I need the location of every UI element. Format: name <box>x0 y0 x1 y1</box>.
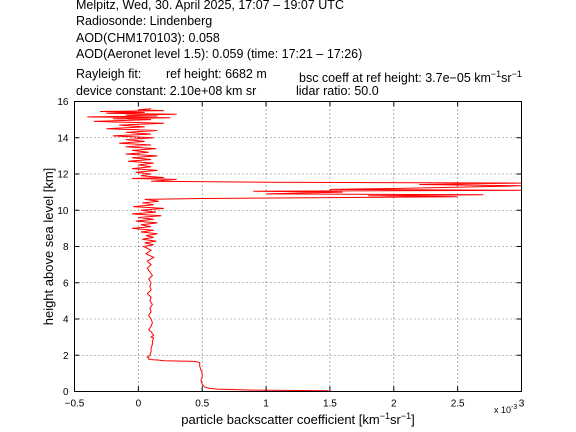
x-tick-label: 1 <box>263 399 269 410</box>
bsc-coeff-exp1: −1 <box>490 69 502 79</box>
bsc-coeff-sr: sr <box>501 71 512 86</box>
x-tick-label: −0.5 <box>65 399 85 410</box>
y-tick-label: 2 <box>63 351 69 362</box>
backscatter-profile-line <box>87 108 522 392</box>
header-lidar-ratio: lidar ratio: 50.0 <box>296 84 379 98</box>
plot-area <box>74 101 522 392</box>
y-tick-label: 8 <box>63 242 69 253</box>
x-axis-label-exp2: −1 <box>401 411 411 421</box>
header-line-radiosonde: Radiosonde: Lindenberg <box>76 14 213 28</box>
y-tick-label: 0 <box>63 387 69 398</box>
y-axis-label: height above sea level [km] <box>41 168 56 326</box>
x-axis-multiplier-base: x 10 <box>494 405 511 415</box>
x-axis-label-sr: sr <box>390 412 402 427</box>
x-tick-label: 2 <box>391 399 397 410</box>
x-tick-label: 0 <box>136 399 142 410</box>
header-line-location: Melpitz, Wed, 30. April 2025, 17:07 – 19… <box>76 0 344 12</box>
x-tick-label: 0.5 <box>195 399 209 410</box>
header-device-constant: device constant: 2.10e+08 km sr <box>76 84 257 98</box>
x-tick-label: 1.5 <box>323 399 337 410</box>
header-line-aod-aeronet: AOD(Aeronet level 1.5): 0.059 (time: 17:… <box>76 47 363 61</box>
x-axis-label-suffix: ] <box>411 412 415 427</box>
header-bsc-coeff: bsc coeff at ref height: 3.7e−05 km−1sr−… <box>299 67 522 86</box>
x-axis-ticks: −0.5 0 0.5 1 1.5 2 2.5 3 <box>65 101 525 410</box>
header-line-aod-chm: AOD(CHM170103): 0.058 <box>76 31 220 45</box>
y-tick-label: 16 <box>57 97 69 108</box>
bsc-coeff-text: bsc coeff at ref height: 3.7e−05 km <box>299 71 491 86</box>
y-tick-label: 6 <box>63 278 69 289</box>
y-axis-ticks: 0 2 4 6 8 10 12 14 16 <box>57 97 522 398</box>
x-tick-label: 3 <box>519 399 525 410</box>
y-tick-label: 14 <box>57 133 69 144</box>
y-tick-label: 10 <box>57 206 69 217</box>
bsc-coeff-exp2: −1 <box>511 69 522 79</box>
x-tick-label: 2.5 <box>451 399 465 410</box>
y-tick-label: 4 <box>63 315 69 326</box>
x-axis-label-prefix: particle backscatter coefficient [km <box>181 412 379 427</box>
x-axis-multiplier-exp: -3 <box>511 404 517 411</box>
x-axis-label: particle backscatter coefficient [km−1sr… <box>181 411 414 427</box>
header-rayleigh-label: Rayleigh fit: <box>76 67 142 81</box>
y-tick-label: 12 <box>57 170 69 181</box>
x-axis-label-exp1: −1 <box>380 411 390 421</box>
x-axis-multiplier: x 10-3 <box>494 404 517 415</box>
header-ref-height: ref height: 6682 m <box>166 67 267 81</box>
